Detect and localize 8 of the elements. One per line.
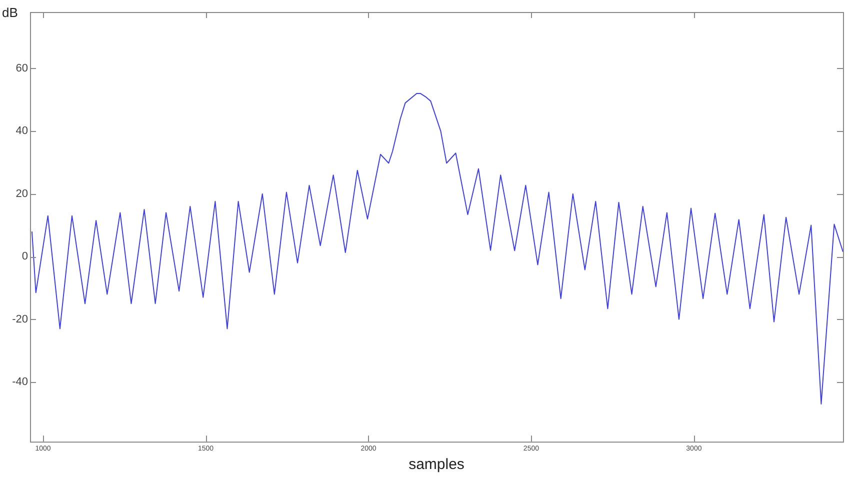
y-tick-label: -20 xyxy=(12,313,28,326)
y-axis-title: dB xyxy=(2,5,18,20)
y-tick-label: -40 xyxy=(12,376,28,388)
y-tick-label: 0 xyxy=(22,250,28,263)
y-tick-label: 60 xyxy=(16,62,28,74)
x-axis-title: samples xyxy=(408,456,464,474)
y-tick-label: 20 xyxy=(16,188,28,200)
y-tick-label: 40 xyxy=(16,125,28,138)
